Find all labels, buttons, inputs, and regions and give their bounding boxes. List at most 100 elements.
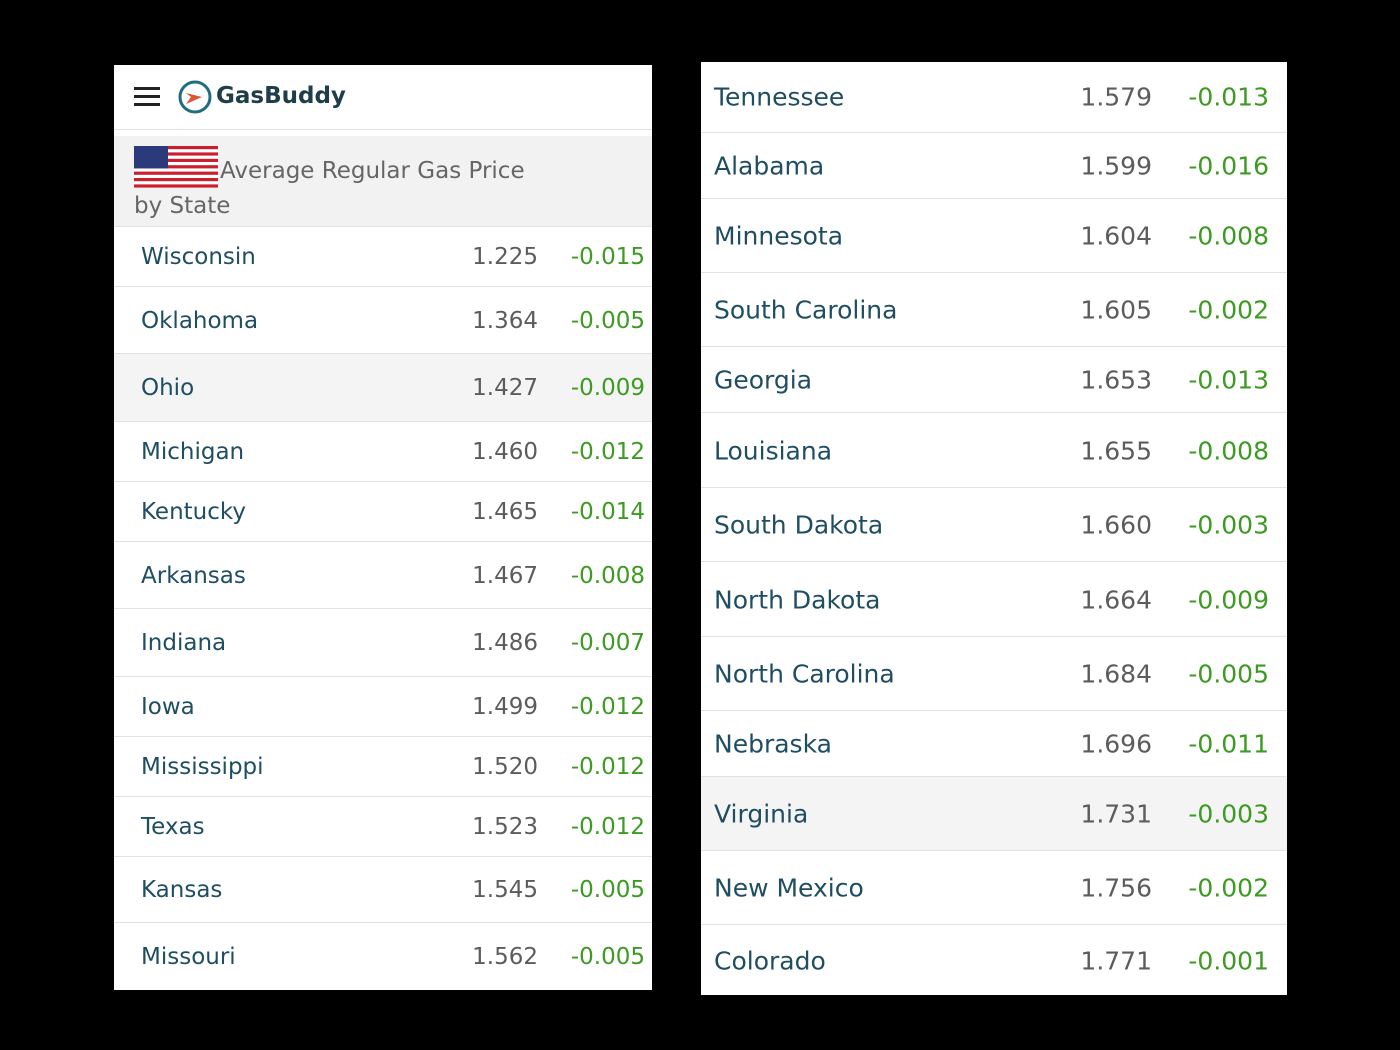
price: 1.696 [1080, 729, 1152, 759]
state-name: North Carolina [714, 659, 895, 689]
price-change: -0.012 [570, 754, 645, 780]
price-change: -0.013 [1188, 82, 1269, 112]
price-change: -0.008 [1188, 221, 1269, 251]
state-name: Missouri [141, 944, 236, 970]
menu-button[interactable] [134, 86, 162, 108]
price-change: -0.005 [570, 877, 645, 903]
state-row[interactable]: Wisconsin 1.225 -0.015 [114, 226, 652, 287]
price: 1.467 [472, 562, 538, 589]
price-change: -0.012 [570, 694, 645, 720]
price: 1.655 [1080, 436, 1152, 465]
state-name: Tennessee [714, 82, 845, 112]
state-name: Wisconsin [141, 244, 256, 270]
price: 1.771 [1080, 946, 1152, 975]
logo-icon [178, 80, 212, 114]
price-change: -0.009 [570, 375, 645, 401]
state-name: Alabama [714, 151, 825, 181]
page-title: Average Regular Gas Price by State [134, 146, 554, 224]
state-name: Kansas [141, 877, 223, 903]
app-bar: GasBuddy [114, 65, 652, 130]
title-section: Average Regular Gas Price by State [114, 136, 652, 226]
state-row[interactable]: Virginia 1.731 -0.003 [701, 776, 1287, 851]
price: 1.465 [472, 499, 538, 525]
state-name: Indiana [141, 630, 227, 656]
price: 1.486 [472, 630, 538, 656]
price: 1.731 [1080, 799, 1152, 829]
state-row[interactable]: South Carolina 1.605 -0.002 [701, 272, 1287, 347]
state-row[interactable]: Iowa 1.499 -0.012 [114, 676, 652, 737]
title-text: Average Regular Gas Price by State [134, 158, 525, 219]
state-row[interactable]: North Carolina 1.684 -0.005 [701, 636, 1287, 711]
price-change: -0.003 [1188, 510, 1269, 540]
state-name: Georgia [714, 365, 813, 395]
price-change: -0.005 [1188, 659, 1269, 689]
state-row[interactable]: Kentucky 1.465 -0.014 [114, 481, 652, 542]
price-change: -0.002 [1188, 873, 1269, 903]
state-name: Virginia [714, 799, 809, 829]
price-change: -0.008 [570, 562, 645, 589]
price-change: -0.013 [1188, 365, 1269, 395]
price-change: -0.003 [1188, 799, 1269, 829]
price-change: -0.012 [570, 814, 645, 840]
state-row[interactable]: Tennessee 1.579 -0.013 [701, 62, 1287, 132]
state-row[interactable]: Missouri 1.562 -0.005 [114, 922, 652, 990]
price: 1.460 [472, 439, 538, 465]
state-name: Oklahoma [141, 307, 259, 334]
state-row[interactable]: Indiana 1.486 -0.007 [114, 608, 652, 677]
state-name: North Dakota [714, 585, 881, 614]
state-name: Arkansas [141, 562, 246, 589]
state-row[interactable]: Ohio 1.427 -0.009 [114, 353, 652, 422]
state-row[interactable]: Kansas 1.545 -0.005 [114, 856, 652, 923]
state-row[interactable]: Texas 1.523 -0.012 [114, 796, 652, 857]
state-name: South Carolina [714, 295, 898, 325]
price: 1.523 [472, 814, 538, 840]
price-change: -0.002 [1188, 295, 1269, 325]
price: 1.545 [472, 877, 538, 903]
state-name: Colorado [714, 946, 826, 975]
state-name: Mississippi [141, 754, 264, 780]
price: 1.653 [1080, 365, 1152, 395]
price-change: -0.016 [1188, 151, 1269, 181]
state-row[interactable]: North Dakota 1.664 -0.009 [701, 561, 1287, 637]
price: 1.364 [472, 307, 538, 334]
state-row[interactable]: Arkansas 1.467 -0.008 [114, 541, 652, 609]
state-name: New Mexico [714, 873, 864, 903]
state-row[interactable]: Colorado 1.771 -0.001 [701, 924, 1287, 995]
state-row[interactable]: Mississippi 1.520 -0.012 [114, 736, 652, 797]
state-row[interactable]: Georgia 1.653 -0.013 [701, 346, 1287, 413]
state-row[interactable]: Minnesota 1.604 -0.008 [701, 198, 1287, 273]
price-change: -0.009 [1188, 585, 1269, 614]
price: 1.684 [1080, 659, 1152, 689]
price: 1.579 [1080, 82, 1152, 112]
state-name: Texas [141, 814, 205, 840]
state-name: Ohio [141, 375, 195, 401]
price-change: -0.005 [570, 307, 645, 334]
state-name: South Dakota [714, 510, 884, 540]
left-panel: GasBuddy Average Regular Gas Price by St… [114, 65, 652, 990]
price: 1.427 [472, 375, 538, 401]
right-panel: Tennessee 1.579 -0.013 Alabama 1.599 -0.016 Mi… [701, 62, 1287, 995]
state-name: Iowa [141, 694, 195, 720]
state-row[interactable]: New Mexico 1.756 -0.002 [701, 850, 1287, 925]
state-row[interactable]: South Dakota 1.660 -0.003 [701, 487, 1287, 562]
price: 1.562 [472, 944, 538, 970]
logo-text[interactable]: GasBuddy [216, 83, 346, 109]
price: 1.605 [1080, 295, 1152, 325]
price-change: -0.011 [1188, 729, 1269, 759]
state-name: Nebraska [714, 729, 832, 759]
state-row[interactable]: Nebraska 1.696 -0.011 [701, 710, 1287, 777]
state-name: Kentucky [141, 499, 247, 525]
state-row[interactable]: Michigan 1.460 -0.012 [114, 421, 652, 482]
price: 1.599 [1080, 151, 1152, 181]
price: 1.664 [1080, 585, 1152, 614]
state-name: Louisiana [714, 436, 833, 465]
price: 1.225 [472, 244, 538, 270]
state-row[interactable]: Alabama 1.599 -0.016 [701, 132, 1287, 199]
us-flag [134, 146, 218, 188]
price-change: -0.012 [570, 439, 645, 465]
state-name: Minnesota [714, 221, 844, 251]
price: 1.499 [472, 694, 538, 720]
state-row[interactable]: Louisiana 1.655 -0.008 [701, 412, 1287, 488]
state-row[interactable]: Oklahoma 1.364 -0.005 [114, 286, 652, 354]
